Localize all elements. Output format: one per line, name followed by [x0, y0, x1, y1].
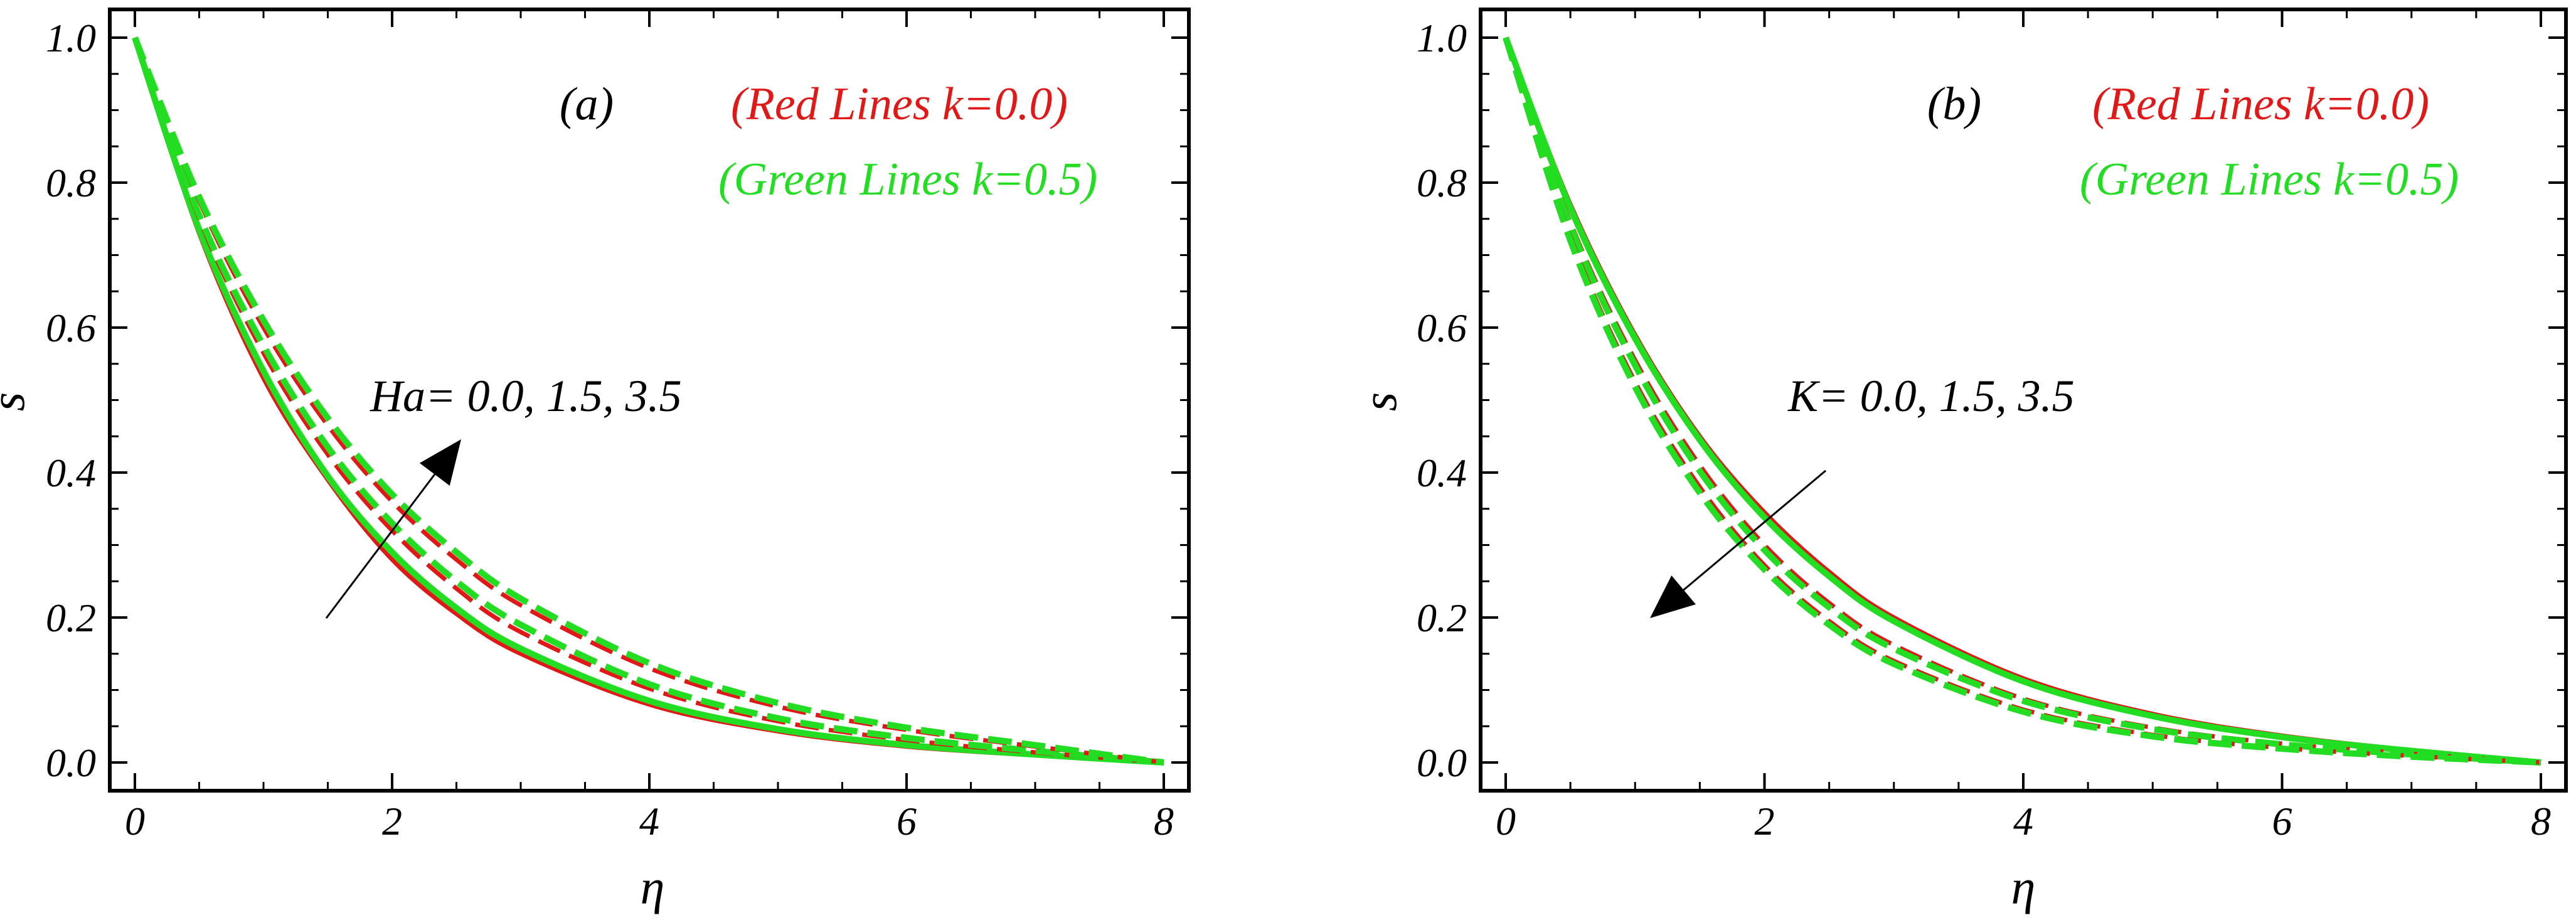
- panel-label: (b): [1927, 78, 1981, 130]
- y-axis-label: s: [1352, 392, 1407, 411]
- legend-green: (Green Lines k=0.5): [2080, 154, 2459, 205]
- trend-arrow-shaft: [325, 473, 436, 619]
- y-tick-label: 0.0: [46, 741, 96, 785]
- series-line-green-5: [132, 36, 1164, 766]
- y-tick-label: 1.0: [46, 16, 96, 60]
- series-group: [1503, 36, 2541, 766]
- series-line-green-3: [1503, 36, 2541, 766]
- y-tick-label: 0.8: [1417, 161, 1467, 205]
- x-tick-label: 2: [382, 799, 402, 843]
- y-tick-label: 0.0: [1417, 741, 1467, 785]
- y-axis-label: s: [0, 392, 35, 411]
- panel-a: 0 2 4 6 8 0.0 0.2 0.4 0.6 0.8 1.0 s η (a) (Red Lines k…: [0, 8, 1191, 914]
- y-tick-label: 0.2: [1417, 596, 1467, 640]
- legend-red: (Red Lines k=0.0): [2092, 78, 2429, 130]
- y-tick-label: 0.4: [46, 451, 96, 495]
- trend-arrow-shaft: [1683, 469, 1826, 591]
- x-tick-label: 8: [2531, 799, 2551, 843]
- y-tick-label: 0.2: [46, 596, 96, 640]
- x-axis-label: η: [2011, 860, 2036, 914]
- parameter-annotation: Ha= 0.0, 1.5, 3.5: [370, 371, 682, 421]
- y-tick-label: 1.0: [1417, 16, 1467, 60]
- x-tick-label: 2: [1755, 799, 1775, 843]
- series-line-green-1: [132, 36, 1164, 766]
- x-tick-label: 4: [2013, 799, 2033, 843]
- series-line-green-5: [1503, 36, 2541, 766]
- legend-red: (Red Lines k=0.0): [731, 78, 1068, 130]
- y-tick-label: 0.8: [46, 161, 96, 205]
- series-line-green-1: [1503, 36, 2541, 766]
- x-tick-label: 8: [1154, 799, 1174, 843]
- series-line-green-3: [132, 36, 1164, 766]
- x-tick-label: 0: [1496, 799, 1516, 843]
- trend-arrow-head: [1650, 575, 1696, 618]
- y-tick-label: 0.6: [1417, 306, 1467, 350]
- x-tick-label: 6: [2272, 799, 2292, 843]
- series-group: [132, 36, 1164, 766]
- y-tick-label: 0.4: [1417, 451, 1467, 495]
- panel-b: 0 2 4 6 8 0.0 0.2 0.4 0.6 0.8 1.0 s η (b) (Red Lines k…: [1352, 8, 2568, 914]
- parameter-annotation: K= 0.0, 1.5, 3.5: [1787, 371, 2075, 421]
- trend-arrow-head: [419, 439, 461, 486]
- legend-green: (Green Lines k=0.5): [718, 154, 1097, 205]
- x-axis-label: η: [641, 860, 665, 914]
- panel-label: (a): [560, 78, 614, 130]
- x-tick-label: 6: [897, 799, 917, 843]
- x-tick-label: 4: [639, 799, 659, 843]
- x-tick-label: 0: [125, 799, 145, 843]
- y-tick-label: 0.6: [46, 306, 96, 350]
